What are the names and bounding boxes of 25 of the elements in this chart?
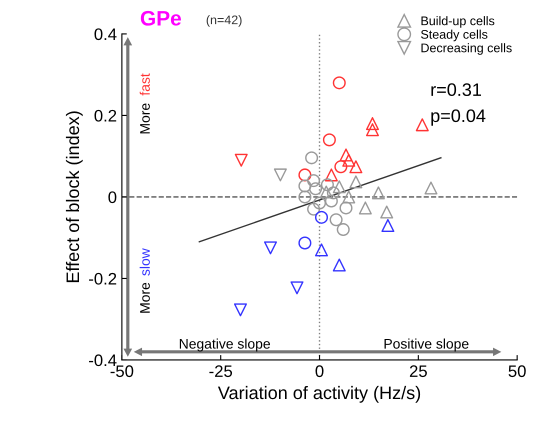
annotation: fast xyxy=(140,73,150,96)
legend-label: Steady cells xyxy=(421,30,488,42)
chart-subtitle: (n=42) xyxy=(206,15,242,27)
annotation: More xyxy=(140,103,150,134)
x-tick-label: -50 xyxy=(110,365,134,378)
y-tick-label: -0.2 xyxy=(89,272,116,285)
x-tick-label: -25 xyxy=(209,365,232,378)
legend-label: Decreasing cells xyxy=(421,43,512,55)
x-tick-label: 0 xyxy=(316,365,324,378)
x-tick-label: 50 xyxy=(508,365,526,378)
chart-title: GPe xyxy=(140,10,181,26)
annotation: Negative slope xyxy=(180,338,270,352)
annotation: Positive slope xyxy=(384,338,468,352)
annotation: slow xyxy=(140,248,150,276)
y-axis-title: Effect of block (index) xyxy=(66,111,83,282)
x-tick-label: 25 xyxy=(410,365,427,378)
x-axis-title: Variation of activity (Hz/s) xyxy=(218,386,420,403)
legend-label: Build-up cells xyxy=(421,16,494,28)
y-tick-label: 0 xyxy=(108,191,116,204)
annotation: p=0.04 xyxy=(431,109,486,126)
annotation: r=0.31 xyxy=(431,83,482,96)
y-tick-label: 0.2 xyxy=(94,110,116,122)
y-tick-label: -0.4 xyxy=(89,354,117,366)
y-tick-label: 0.4 xyxy=(94,28,117,40)
annotation: More xyxy=(140,282,150,313)
